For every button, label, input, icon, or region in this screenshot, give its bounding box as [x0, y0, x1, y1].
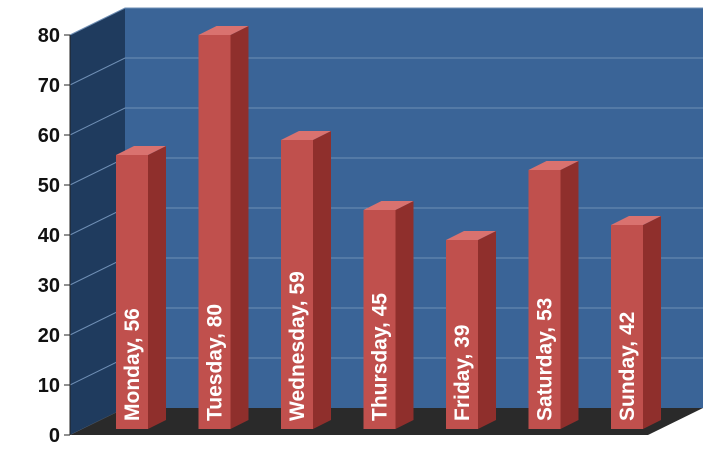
y-tick-label: 0: [49, 425, 60, 447]
data-label: Wednesday, 59: [286, 271, 309, 421]
bar-top: [116, 146, 166, 155]
y-axis: 0 10 20 30 40 50 60 70 80: [38, 25, 71, 447]
bar-front: [198, 35, 231, 429]
bar-thursday: Thursday, 45: [363, 201, 414, 429]
bar-side: [230, 26, 249, 429]
y-tick-label: 40: [38, 225, 60, 247]
y-tick-label: 30: [38, 275, 60, 297]
bar-side: [643, 216, 661, 429]
gridline: [69, 7, 703, 36]
bar-front: [611, 225, 643, 429]
data-label: Tuesday, 80: [204, 304, 227, 421]
bar-front: [446, 240, 478, 429]
bar-top: [363, 201, 414, 210]
bar-side: [395, 201, 414, 429]
bars: Monday, 56 Tuesday, 80 Wednesday, 59 Thursd…: [116, 26, 661, 429]
y-tick-label: 10: [38, 375, 60, 397]
data-label: Friday, 39: [451, 325, 474, 422]
bar-top: [528, 161, 579, 170]
bar-side: [148, 146, 166, 429]
data-label: Saturday, 53: [534, 298, 557, 421]
y-tick-label: 80: [38, 25, 60, 47]
bar-monday: Monday, 56: [116, 146, 166, 429]
bar-side: [313, 131, 331, 429]
y-tick-label: 60: [38, 125, 60, 147]
data-label: Sunday, 42: [616, 312, 639, 421]
data-label: Monday, 56: [121, 308, 144, 421]
bar-front: [116, 155, 148, 429]
y-tick-label: 50: [38, 175, 60, 197]
y-tick-label: 20: [38, 325, 60, 347]
bar-front: [281, 140, 313, 429]
bar-top: [446, 231, 496, 240]
gridline: [69, 57, 703, 86]
bar-side: [560, 161, 579, 429]
bar-wednesday: Wednesday, 59: [281, 131, 331, 429]
bar-sunday: Sunday, 42: [611, 216, 661, 429]
bar-front: [528, 170, 561, 429]
bar-top: [198, 26, 249, 35]
bar-side: [478, 231, 496, 429]
y-tick-label: 70: [38, 75, 60, 97]
bar-top: [611, 216, 661, 225]
bar-friday: Friday, 39: [446, 231, 496, 429]
bar-front: [363, 210, 396, 429]
bar-saturday: Saturday, 53: [528, 161, 579, 429]
bar-top: [281, 131, 331, 140]
gridline: [69, 107, 703, 136]
bar-tuesday: Tuesday, 80: [198, 26, 249, 429]
data-label: Thursday, 45: [369, 293, 392, 421]
